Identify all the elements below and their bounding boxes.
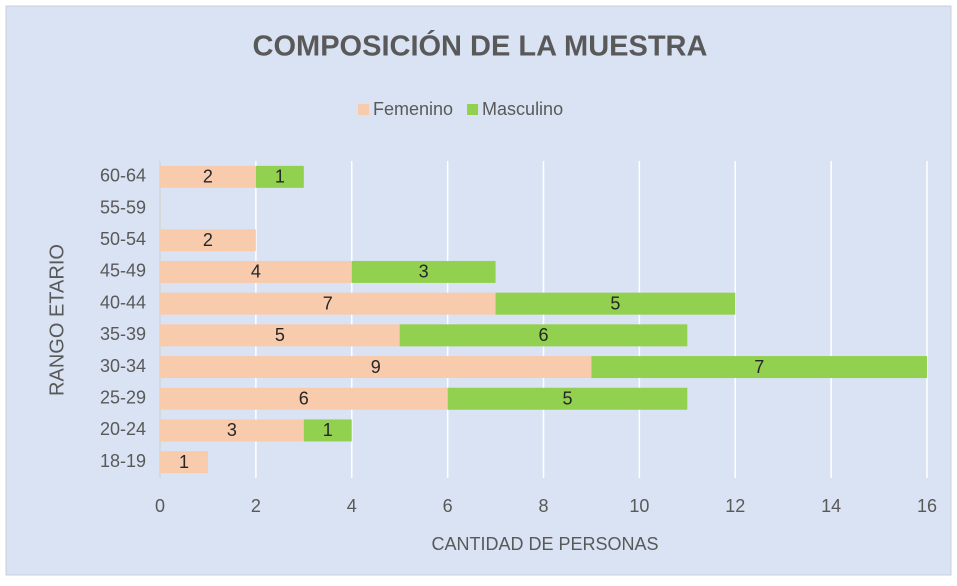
legend-label: Femenino xyxy=(373,99,453,119)
data-label: 5 xyxy=(610,293,620,313)
x-tick-label: 0 xyxy=(155,496,165,516)
x-tick-label: 4 xyxy=(347,496,357,516)
y-tick-label: 60-64 xyxy=(100,166,146,186)
bar-segment xyxy=(160,451,208,474)
bar-segment xyxy=(160,165,256,188)
data-label: 3 xyxy=(419,262,429,282)
y-tick-label: 45-49 xyxy=(100,261,146,281)
y-tick-label: 20-24 xyxy=(100,419,146,439)
bar-segment xyxy=(351,260,496,283)
data-label: 7 xyxy=(754,357,764,377)
x-tick-label: 12 xyxy=(725,496,745,516)
bar-segment xyxy=(160,229,256,252)
data-label: 6 xyxy=(299,389,309,409)
chart-title: COMPOSICIÓN DE LA MUESTRA xyxy=(253,29,708,63)
bar-segment xyxy=(160,419,304,442)
bar-segment xyxy=(303,419,352,442)
bar-segment xyxy=(160,356,592,379)
y-tick-label: 50-54 xyxy=(100,229,146,249)
bar-segment xyxy=(255,165,304,188)
data-label: 1 xyxy=(323,420,333,440)
data-label: 1 xyxy=(275,167,285,187)
bar-segment xyxy=(160,260,352,283)
data-label: 2 xyxy=(203,167,213,187)
data-label: 5 xyxy=(275,325,285,345)
chart-background xyxy=(5,5,952,576)
y-tick-label: 25-29 xyxy=(100,388,146,408)
x-tick-label: 10 xyxy=(629,496,649,516)
data-label: 5 xyxy=(562,389,572,409)
bar-segment xyxy=(495,292,736,315)
legend-swatch xyxy=(358,104,369,115)
y-tick-label: 40-44 xyxy=(100,292,146,312)
x-tick-label: 16 xyxy=(917,496,937,516)
bar-segment xyxy=(160,387,448,410)
x-tick-label: 14 xyxy=(821,496,841,516)
data-label: 6 xyxy=(538,325,548,345)
data-label: 4 xyxy=(251,262,261,282)
data-label: 7 xyxy=(323,293,333,313)
y-tick-label: 35-39 xyxy=(100,324,146,344)
y-tick-label: 18-19 xyxy=(100,451,146,471)
x-tick-label: 6 xyxy=(443,496,453,516)
data-label: 2 xyxy=(203,230,213,250)
y-tick-label: 55-59 xyxy=(100,197,146,217)
bar-segment xyxy=(591,356,927,379)
legend-swatch xyxy=(467,104,479,115)
bar-segment xyxy=(447,387,688,410)
x-tick-label: 8 xyxy=(538,496,548,516)
x-axis-title: CANTIDAD DE PERSONAS xyxy=(431,534,658,554)
bar-segment xyxy=(399,324,688,347)
bar-segment xyxy=(160,292,496,315)
data-label: 9 xyxy=(371,357,381,377)
data-label: 3 xyxy=(227,420,237,440)
y-axis-title: RANGO ETARIO xyxy=(46,244,68,396)
legend-label: Masculino xyxy=(482,99,563,119)
y-tick-label: 30-34 xyxy=(100,356,146,376)
bar-segment xyxy=(160,324,400,347)
x-tick-label: 2 xyxy=(251,496,261,516)
data-label: 1 xyxy=(179,452,189,472)
